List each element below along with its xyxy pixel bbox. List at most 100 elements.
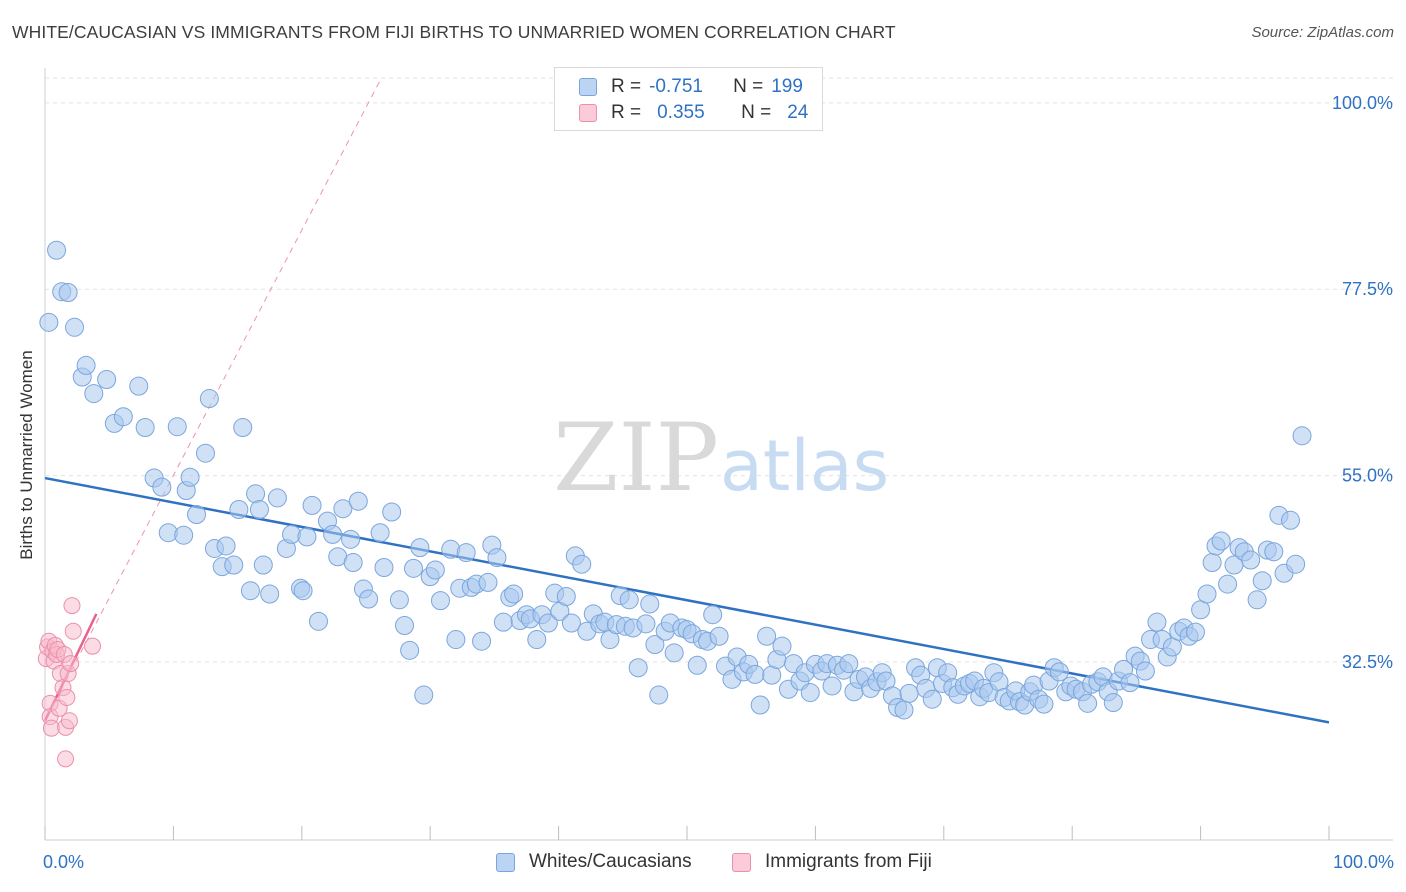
data-point-whites [167, 417, 187, 437]
data-point-whites [1078, 693, 1098, 713]
y-tick-labels: 100.0% 77.5% 55.0% 32.5% [1332, 93, 1393, 672]
data-point-whites [293, 581, 313, 601]
legend-swatch-pink [579, 104, 597, 122]
data-point-whites [425, 560, 445, 580]
data-point-whites [76, 355, 96, 375]
data-point-whites [47, 240, 67, 260]
watermark: ZIP atlas [553, 404, 889, 513]
data-point-whites [297, 527, 317, 547]
data-point-whites [410, 538, 430, 558]
data-point-whites [404, 558, 424, 578]
data-point-whites [527, 630, 547, 650]
data-point-whites [246, 484, 266, 504]
data-point-fiji [60, 712, 78, 730]
data-point-whites [1241, 550, 1261, 570]
data-point-whites [487, 548, 507, 568]
series-legend: Whites/Caucasians Immigrants from Fiji [0, 851, 1406, 877]
y-tick-label: 77.5% [1342, 279, 1393, 299]
data-point-whites [389, 590, 409, 610]
data-point-whites [899, 683, 919, 703]
data-point-whites [129, 376, 149, 396]
data-point-fiji [62, 655, 80, 673]
axes [44, 68, 1393, 841]
data-point-fiji [57, 750, 75, 768]
data-point-whites [395, 615, 415, 635]
legend-n-value: 199 [771, 76, 803, 97]
data-point-whites [84, 384, 104, 404]
data-point-whites [839, 654, 859, 674]
y-axis-label: Births to Unmarried Women [17, 350, 36, 560]
data-point-whites [1049, 662, 1069, 682]
data-point-whites [762, 665, 782, 685]
data-point-whites [1120, 673, 1140, 693]
data-point-whites [308, 611, 328, 631]
x-tick-label-max: 100.0% [1332, 852, 1394, 872]
legend-row-fiji: R = 0.355 N = 24 [579, 101, 808, 125]
data-point-whites [253, 555, 273, 575]
data-point-whites [441, 539, 461, 559]
data-point-whites [174, 525, 194, 545]
data-point-whites [187, 504, 207, 524]
data-point-whites [267, 488, 287, 508]
stats-legend: R = -0.751 N = 199 R = 0.355 N = 24 [554, 67, 823, 131]
data-point-whites [645, 635, 665, 655]
data-point-fiji [63, 597, 81, 615]
data-point-whites [1185, 622, 1205, 642]
data-point-fiji [64, 622, 82, 640]
data-point-whites [58, 283, 78, 303]
data-point-whites [199, 389, 219, 409]
data-point-whites [538, 613, 558, 633]
y-tick-label: 100.0% [1332, 93, 1393, 113]
data-point-whites [1286, 554, 1306, 574]
data-point-whites [709, 626, 729, 646]
data-point-whites [745, 664, 765, 684]
data-point-whites [757, 626, 777, 646]
data-point-whites [97, 369, 117, 389]
data-point-whites [894, 700, 914, 720]
data-point-whites [1197, 584, 1217, 604]
legend-label-fiji: Immigrants from Fiji [765, 851, 932, 872]
data-point-whites [456, 543, 476, 563]
data-point-whites [302, 495, 322, 515]
data-point-whites [370, 523, 390, 543]
data-point-whites [348, 491, 368, 511]
data-point-whites [822, 676, 842, 696]
data-point-whites [989, 672, 1009, 692]
chart-title: WHITE/CAUCASIAN VS IMMIGRANTS FROM FIJI … [12, 22, 896, 42]
data-point-whites [249, 500, 269, 520]
data-point-whites [1211, 531, 1231, 551]
data-point-whites [414, 685, 434, 705]
data-point-whites [493, 612, 513, 632]
watermark-atlas: atlas [720, 425, 889, 507]
data-point-whites [196, 443, 215, 463]
data-point-whites [922, 689, 942, 709]
series-whites-points [39, 240, 1312, 720]
legend-swatch-whites [496, 852, 515, 872]
data-point-whites [640, 594, 660, 614]
legend-n-value: 24 [787, 102, 809, 123]
data-point-whites [703, 605, 723, 625]
data-point-whites [343, 553, 363, 573]
legend-item-whites: Whites/Caucasians [496, 851, 692, 873]
data-point-whites [1202, 553, 1222, 573]
data-point-whites [1252, 571, 1272, 591]
data-point-whites [135, 418, 155, 438]
data-point-fiji [84, 637, 102, 655]
series-fiji-points [37, 597, 102, 768]
data-point-whites [430, 591, 450, 611]
data-point-whites [216, 536, 236, 556]
data-point-whites [359, 589, 379, 609]
data-point-fiji [42, 719, 60, 737]
data-point-whites [478, 572, 498, 592]
legend-r-label: R = [611, 76, 642, 97]
data-point-whites [1247, 590, 1267, 610]
data-point-whites [800, 683, 820, 703]
legend-n-label: N = [741, 102, 772, 123]
data-point-whites [619, 590, 639, 610]
data-point-whites [687, 655, 707, 675]
data-point-whites [1034, 694, 1054, 714]
data-point-whites [382, 502, 402, 522]
data-point-whites [65, 317, 85, 337]
legend-item-fiji: Immigrants from Fiji [732, 851, 932, 873]
